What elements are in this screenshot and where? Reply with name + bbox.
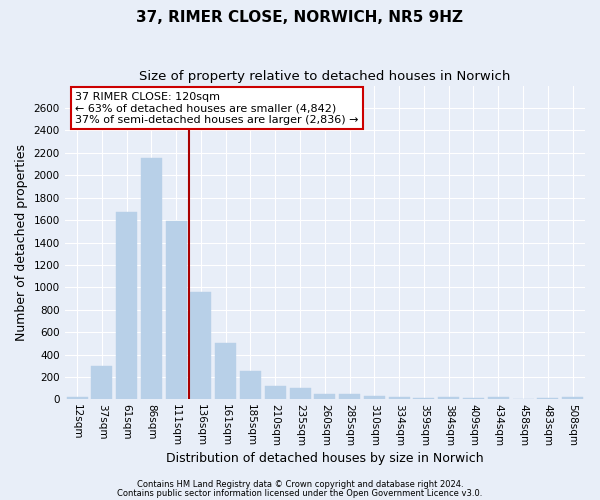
Bar: [339, 394, 360, 400]
Bar: [190, 292, 211, 400]
Bar: [364, 396, 385, 400]
Bar: [413, 398, 434, 400]
Bar: [512, 399, 533, 400]
Text: Contains HM Land Registry data © Crown copyright and database right 2024.: Contains HM Land Registry data © Crown c…: [137, 480, 463, 489]
Bar: [116, 212, 137, 400]
Title: Size of property relative to detached houses in Norwich: Size of property relative to detached ho…: [139, 70, 511, 83]
Bar: [290, 388, 311, 400]
Y-axis label: Number of detached properties: Number of detached properties: [15, 144, 28, 341]
Bar: [438, 396, 459, 400]
Text: 37, RIMER CLOSE, NORWICH, NR5 9HZ: 37, RIMER CLOSE, NORWICH, NR5 9HZ: [137, 10, 464, 25]
X-axis label: Distribution of detached houses by size in Norwich: Distribution of detached houses by size …: [166, 452, 484, 465]
Bar: [67, 396, 88, 400]
Bar: [91, 366, 112, 400]
Bar: [215, 344, 236, 400]
Bar: [141, 158, 162, 400]
Bar: [314, 394, 335, 400]
Bar: [463, 398, 484, 400]
Text: 37 RIMER CLOSE: 120sqm
← 63% of detached houses are smaller (4,842)
37% of semi-: 37 RIMER CLOSE: 120sqm ← 63% of detached…: [75, 92, 359, 125]
Bar: [538, 398, 559, 400]
Bar: [240, 372, 261, 400]
Bar: [265, 386, 286, 400]
Text: Contains public sector information licensed under the Open Government Licence v3: Contains public sector information licen…: [118, 489, 482, 498]
Bar: [488, 397, 509, 400]
Bar: [562, 396, 583, 400]
Bar: [389, 397, 410, 400]
Bar: [166, 221, 187, 400]
